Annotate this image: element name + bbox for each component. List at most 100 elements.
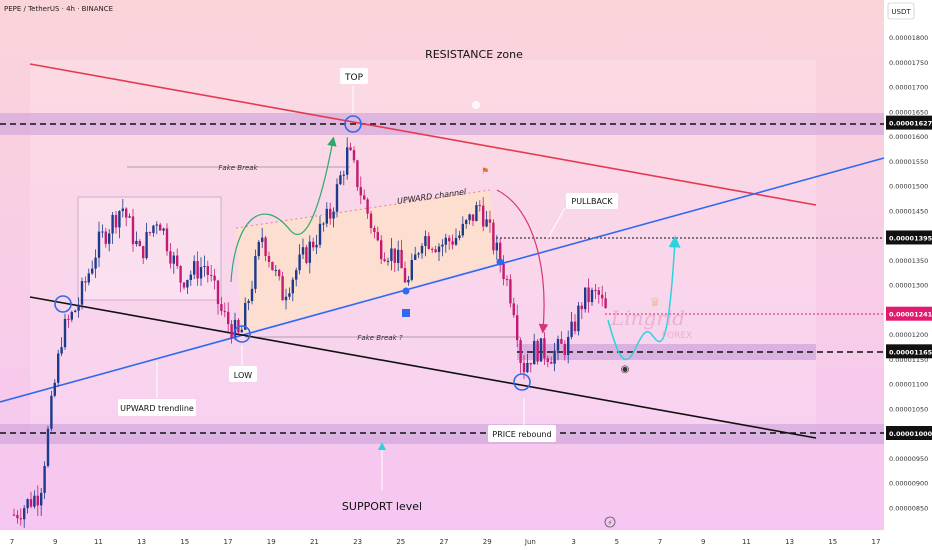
candle <box>342 170 345 186</box>
candle <box>573 314 577 335</box>
time-tick-10: 27 <box>440 538 449 546</box>
price-tick-8: 0.00001350 <box>889 257 928 265</box>
candle <box>176 248 179 269</box>
candle <box>108 229 111 252</box>
candle <box>50 390 53 432</box>
candle <box>352 146 356 164</box>
candle <box>332 207 335 228</box>
price-tick-2: 0.00001700 <box>889 84 928 92</box>
watermark-logo: Lingrid <box>610 306 685 330</box>
time-tick-8: 23 <box>353 538 362 546</box>
candle <box>230 320 233 344</box>
candle <box>543 332 546 366</box>
candle <box>380 234 383 265</box>
candle <box>227 302 230 332</box>
candle <box>223 302 226 318</box>
svg-text:USDT: USDT <box>891 8 911 16</box>
candle <box>529 362 532 373</box>
low-label: LOW <box>229 366 257 382</box>
candle <box>563 340 566 361</box>
candle <box>308 235 311 274</box>
price-tick-12: 0.00001150 <box>889 356 928 364</box>
candle <box>492 219 495 255</box>
candle <box>322 222 325 232</box>
time-axis[interactable]: 7 9 11 13 15 17 19 21 23 25 27 29 Jun 3 5 7 9 11 13 15 17 <box>10 538 881 546</box>
candle <box>148 231 152 236</box>
candle <box>512 297 515 318</box>
candle <box>468 213 471 225</box>
blue-marker-icon <box>402 309 410 317</box>
candle <box>169 242 172 269</box>
candle <box>495 235 498 260</box>
candle <box>339 171 342 186</box>
price-tick-0: 0.00001800 <box>889 34 928 42</box>
candle <box>604 291 607 309</box>
time-tick-13: 3 <box>571 538 575 546</box>
candle <box>397 240 400 272</box>
candle <box>267 251 271 268</box>
price-tag-0: 0.00001627 <box>886 115 932 130</box>
time-axis-background <box>0 530 884 550</box>
candle <box>359 176 362 205</box>
candle <box>434 245 437 254</box>
flash-icon[interactable] <box>604 516 616 528</box>
candle <box>383 252 386 263</box>
candle <box>257 240 260 260</box>
candle <box>587 278 590 313</box>
candle <box>454 228 458 246</box>
candle <box>196 251 199 286</box>
price-tag-3: 0.00001165 <box>886 344 932 359</box>
price-tick-1: 0.00001750 <box>889 59 928 67</box>
candle <box>407 275 410 286</box>
candle <box>410 253 413 282</box>
green-fakeout-arrow <box>230 136 337 283</box>
candle <box>111 212 114 244</box>
candle <box>502 255 505 286</box>
candle <box>485 211 488 228</box>
candle <box>36 485 39 516</box>
candle <box>366 197 369 219</box>
time-tick-1: 9 <box>53 538 57 546</box>
resistance-trendline <box>29 63 817 206</box>
candle <box>70 310 73 323</box>
fake-break-q-label: Fake Break ? <box>357 334 402 342</box>
price-tick-6: 0.00001500 <box>889 183 928 191</box>
candle <box>584 287 587 313</box>
candle <box>189 270 192 286</box>
candle <box>80 277 84 310</box>
candle <box>475 201 478 222</box>
currency-label: USDT <box>887 2 915 20</box>
price-rebound-label: PRICE rebound <box>488 425 556 442</box>
time-tick-11: 29 <box>483 538 492 546</box>
left-touch-circle <box>54 295 72 313</box>
candle <box>162 227 165 236</box>
candle <box>63 313 67 350</box>
candle <box>284 288 288 310</box>
candle <box>318 216 322 248</box>
break-dot <box>496 258 504 266</box>
candle <box>329 202 332 225</box>
price-tick-7: 0.00001450 <box>889 207 928 215</box>
candle <box>570 311 573 340</box>
candle <box>448 235 451 250</box>
candle <box>87 268 90 286</box>
alert-icon[interactable] <box>472 101 480 109</box>
candle <box>247 299 250 311</box>
flag-icon: ⚑ <box>481 167 489 177</box>
candle <box>325 202 328 228</box>
candle <box>536 338 539 365</box>
candle <box>417 251 420 259</box>
candle <box>458 230 461 241</box>
candle <box>301 238 305 260</box>
candle <box>152 224 155 237</box>
candle <box>390 238 393 271</box>
candle <box>393 248 396 273</box>
watermark-crown-icon: ♛ <box>650 295 661 309</box>
candle <box>577 301 580 336</box>
candle <box>594 283 597 300</box>
eye-icon[interactable]: ◉ <box>621 364 630 375</box>
candle <box>145 222 148 260</box>
svg-text:0.00001241: 0.00001241 <box>889 311 932 319</box>
